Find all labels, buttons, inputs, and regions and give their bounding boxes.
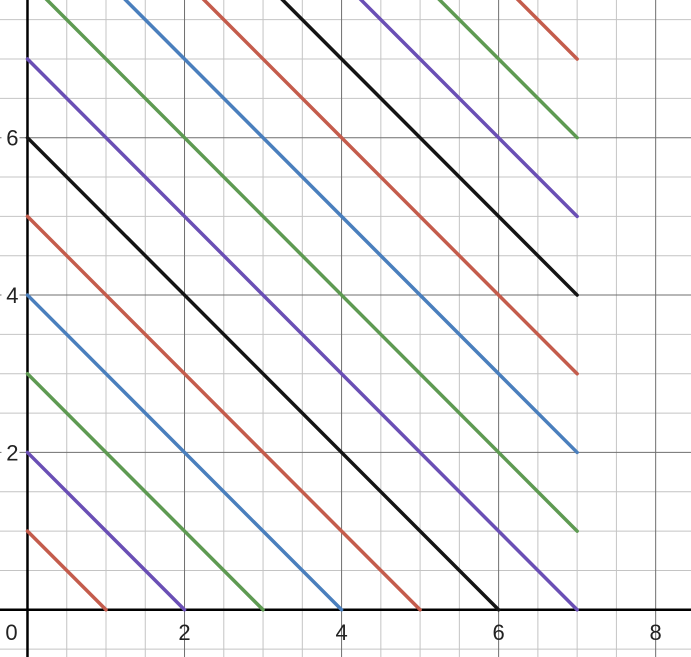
- y-tick-label: 6: [6, 126, 18, 151]
- y-tick-label-background: [1, 282, 20, 309]
- series-line-7: [25, 57, 579, 612]
- series-line-1: [25, 529, 108, 612]
- series-layer: [25, 0, 579, 612]
- x-tick-label: 8: [650, 620, 662, 645]
- tick-labels: 0 2 4 6 8 2 4 6: [1, 124, 662, 645]
- series-line-6: [25, 135, 501, 612]
- y-tick-label: 2: [6, 440, 18, 465]
- y-tick-label-background: [1, 124, 20, 151]
- x-tick-label: 4: [335, 620, 347, 645]
- y-tick-label-background: [1, 439, 20, 466]
- series-line-11: [280, 0, 579, 297]
- x-tick-label: 0: [5, 620, 17, 645]
- series-line-10: [201, 0, 579, 376]
- series-line-5: [25, 214, 422, 612]
- series-line-9: [123, 0, 579, 455]
- y-tick-label: 4: [6, 283, 18, 308]
- series-line-13: [437, 0, 579, 140]
- x-tick-label: 2: [178, 620, 190, 645]
- series-line-4: [25, 293, 344, 612]
- x-tick-label: 6: [492, 620, 504, 645]
- series-line-8: [44, 0, 579, 533]
- series-line-2: [25, 450, 187, 612]
- series-line-12: [358, 0, 579, 219]
- series-line-3: [25, 371, 265, 612]
